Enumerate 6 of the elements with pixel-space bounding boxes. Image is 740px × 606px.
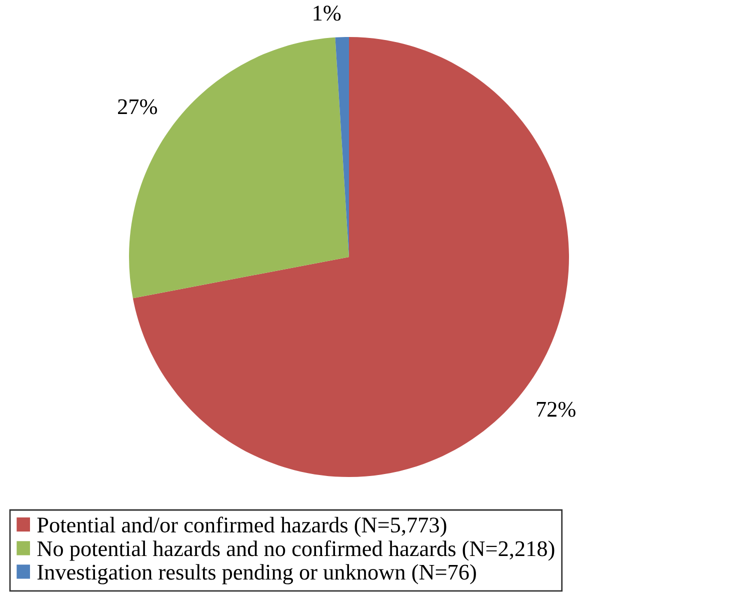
data-label: 27% [118,99,158,114]
data-label: 72% [536,402,576,417]
legend-label: Potential and/or confirmed hazards (N=5,773) [37,516,446,538]
legend-label: Investigation results pending or unknown (N=76) [37,564,476,584]
legend-label: No potential hazards and no confirmed hazards (N=2,218) [37,540,554,561]
data-label: 1% [314,6,341,21]
